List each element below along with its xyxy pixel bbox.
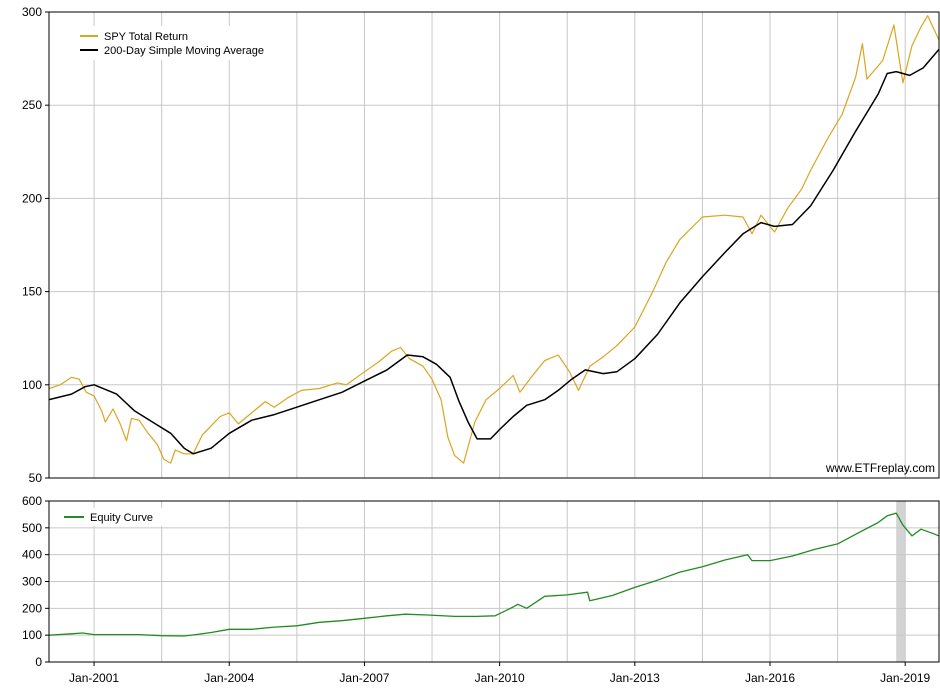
xtick-label-jan-2013: Jan-2013 [610, 671, 660, 685]
series-line-equity-curve [49, 512, 939, 637]
equity-ytick-label-100: 100 [22, 628, 42, 642]
legend-200-day-sma-label: 200-Day Simple Moving Average [104, 45, 264, 57]
price-panel: 50 100 150 200 250 300 SPY Total Return 200-D… [22, 5, 940, 485]
etfreplay-watermark: www.ETFreplay.com [825, 461, 935, 475]
price-ytick-label-300: 300 [22, 5, 42, 19]
equity-panel-frame [48, 500, 940, 663]
price-ytick-label-200: 200 [22, 191, 42, 205]
equity-panel: 0 100 200 300 400 500 600 Equity Curve [22, 494, 940, 669]
equity-ytick-label-0: 0 [35, 655, 42, 669]
equity-ytick-label-500: 500 [22, 521, 42, 535]
price-ytick-label-150: 150 [22, 285, 42, 299]
xtick-label-jan-2004: Jan-2004 [204, 671, 254, 685]
equity-panel-legend-background [56, 508, 166, 526]
legend-spy-total-return-label: SPY Total Return [104, 31, 188, 43]
price-ytick-label-50: 50 [29, 471, 43, 485]
shared-x-axis: Jan-2001 Jan-2004 Jan-2007 Jan-2010 Jan-2013… [69, 662, 931, 685]
price-ytick-label-100: 100 [22, 378, 42, 392]
price-panel-legend-background [60, 26, 275, 60]
equity-ytick-label-400: 400 [22, 548, 42, 562]
xtick-label-jan-2016: Jan-2016 [745, 671, 795, 685]
price-ytick-label-250: 250 [22, 98, 42, 112]
xtick-label-jan-2007: Jan-2007 [339, 671, 389, 685]
xtick-label-jan-2019: Jan-2019 [880, 671, 930, 685]
price-panel-series [49, 15, 939, 464]
equity-ytick-label-600: 600 [22, 494, 42, 508]
series-line-spy-total-return [49, 15, 939, 464]
xtick-label-jan-2010: Jan-2010 [475, 671, 525, 685]
price-panel-frame [48, 11, 940, 479]
legend-equity-curve-label: Equity Curve [90, 512, 153, 524]
equity-panel-series [49, 512, 939, 637]
price-panel-y-axis: 50 100 150 200 250 300 [22, 5, 49, 485]
equity-panel-y-axis: 0 100 200 300 400 500 600 [22, 494, 49, 669]
series-line-200-day-simple-moving-average [49, 48, 939, 455]
equity-ytick-label-200: 200 [22, 601, 42, 615]
equity-ytick-label-300: 300 [22, 575, 42, 589]
xtick-label-jan-2001: Jan-2001 [69, 671, 119, 685]
equity-panel-legend: Equity Curve [56, 508, 166, 526]
price-panel-legend: SPY Total Return 200-Day Simple Moving A… [60, 26, 275, 60]
